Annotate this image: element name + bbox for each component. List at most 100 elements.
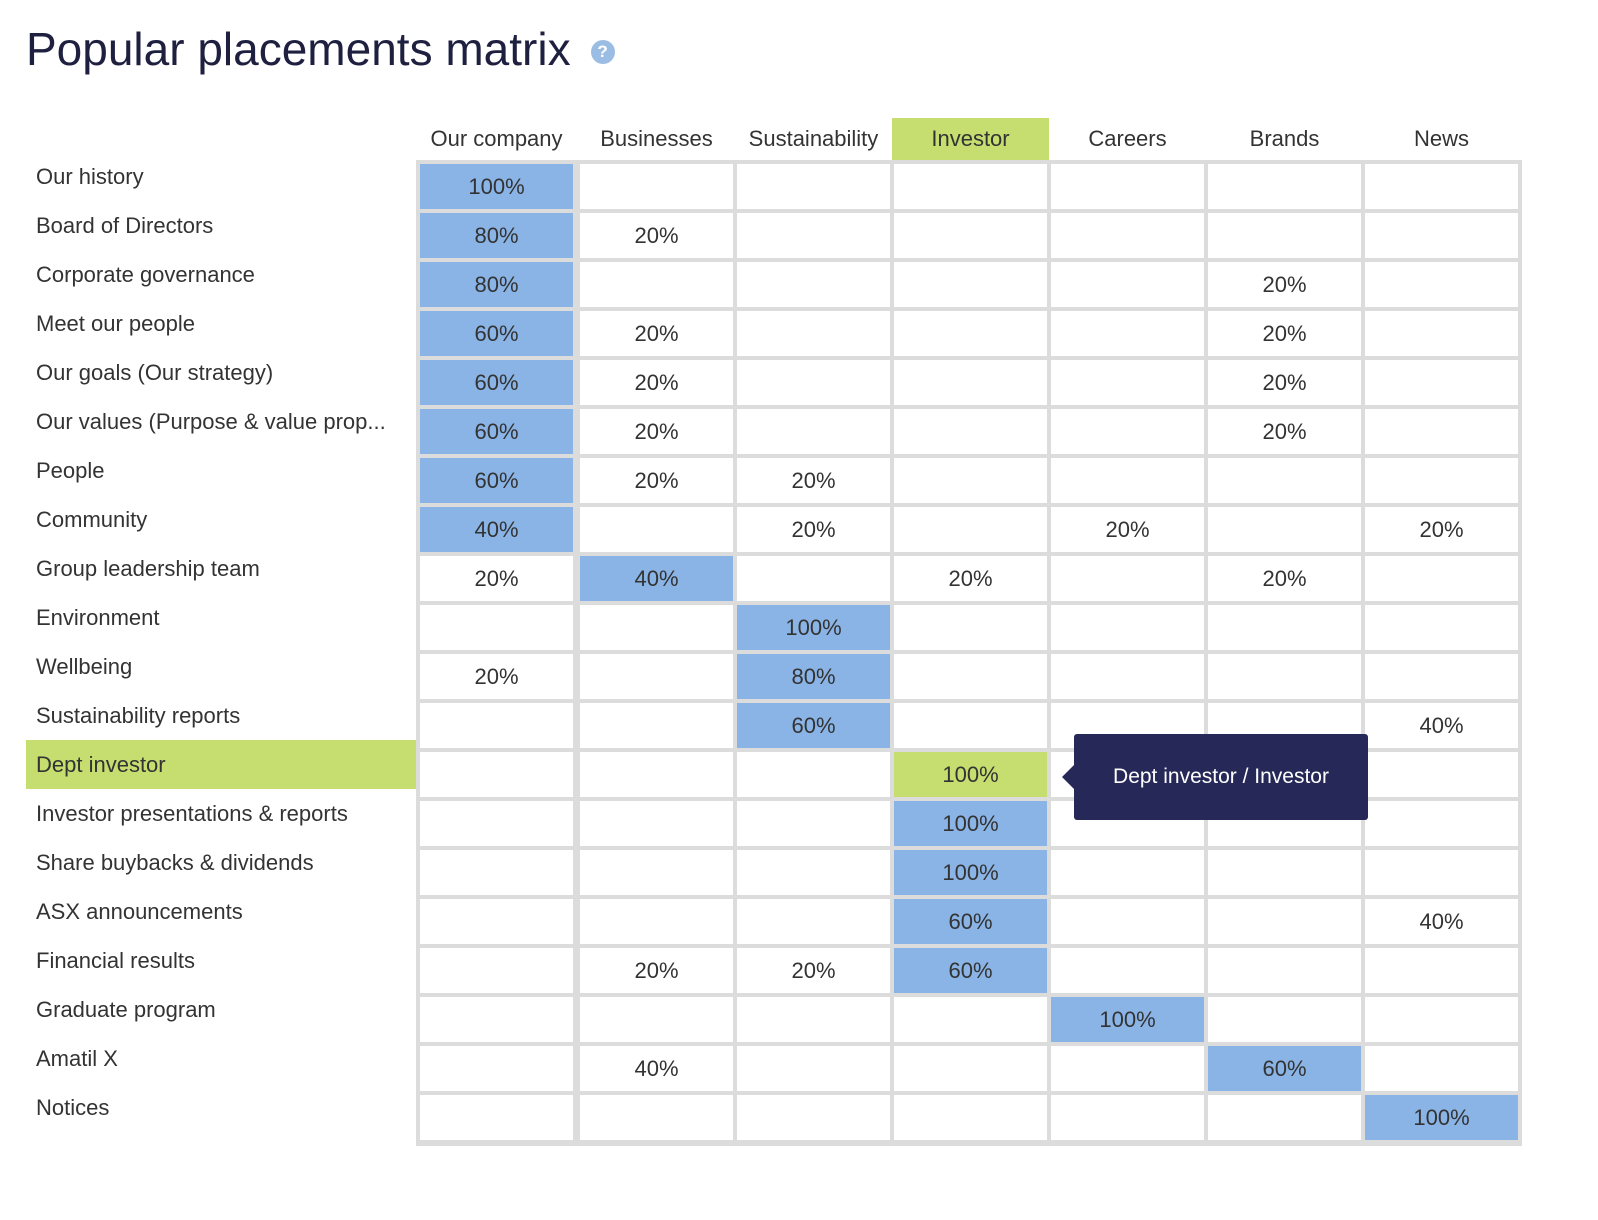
row-label[interactable]: Meet our people [36,310,195,336]
row-label[interactable]: Graduate program [36,996,216,1022]
matrix-cell[interactable]: 20% [580,409,733,454]
matrix-cell[interactable] [894,360,1047,405]
matrix-cell[interactable] [737,899,890,944]
column-header-sustainability[interactable]: Sustainability [748,126,879,151]
matrix-cell[interactable]: 20% [580,360,733,405]
matrix-cell[interactable] [580,507,733,552]
matrix-cell[interactable] [1051,556,1204,601]
matrix-cell[interactable] [894,507,1047,552]
matrix-cell[interactable]: 60% [737,703,890,748]
matrix-cell[interactable] [1208,899,1361,944]
matrix-cell[interactable]: 20% [737,948,890,993]
matrix-cell[interactable]: 20% [894,556,1047,601]
matrix-cell[interactable] [1051,948,1204,993]
matrix-cell[interactable]: 20% [580,948,733,993]
matrix-cell[interactable] [737,164,890,209]
matrix-cell[interactable] [1208,605,1361,650]
row-label[interactable]: Wellbeing [36,653,133,679]
column-header-careers[interactable]: Careers [1088,126,1167,151]
matrix-cell[interactable]: 20% [1208,262,1361,307]
matrix-cell[interactable] [1365,556,1518,601]
matrix-cell[interactable] [894,213,1047,258]
matrix-cell[interactable]: 80% [420,213,573,258]
row-label[interactable]: Dept investor [26,740,416,789]
matrix-cell[interactable] [1051,311,1204,356]
matrix-cell[interactable] [580,997,733,1042]
matrix-cell[interactable] [1051,654,1204,699]
matrix-cell[interactable] [894,262,1047,307]
row-label[interactable]: Board of Directors [36,212,214,238]
matrix-cell[interactable]: 20% [1208,409,1361,454]
matrix-cell[interactable] [420,605,573,650]
matrix-cell[interactable]: 40% [580,1046,733,1091]
matrix-cell[interactable] [1365,654,1518,699]
matrix-cell[interactable] [894,409,1047,454]
matrix-cell[interactable]: 60% [420,409,573,454]
matrix-cell[interactable] [1365,1046,1518,1091]
matrix-cell[interactable] [1365,850,1518,895]
row-label[interactable]: Our goals (Our strategy) [36,359,274,385]
matrix-cell[interactable] [1051,605,1204,650]
column-header-businesses[interactable]: Businesses [600,126,713,151]
matrix-cell[interactable]: 80% [737,654,890,699]
matrix-cell[interactable]: 20% [580,311,733,356]
matrix-cell[interactable] [1365,801,1518,846]
matrix-cell[interactable]: 20% [420,556,573,601]
matrix-cell[interactable] [1208,948,1361,993]
matrix-cell[interactable]: 100% [894,801,1047,846]
matrix-cell[interactable] [580,654,733,699]
matrix-cell[interactable] [1051,213,1204,258]
matrix-cell[interactable] [580,899,733,944]
matrix-cell[interactable] [580,262,733,307]
matrix-cell[interactable] [1365,458,1518,503]
matrix-cell[interactable]: 40% [1365,703,1518,748]
matrix-cell[interactable] [420,850,573,895]
matrix-cell[interactable]: 20% [580,213,733,258]
matrix-cell[interactable] [580,752,733,797]
matrix-cell[interactable]: 20% [420,654,573,699]
matrix-cell[interactable]: 60% [1208,1046,1361,1091]
matrix-cell[interactable] [737,752,890,797]
matrix-cell[interactable] [737,262,890,307]
matrix-cell[interactable]: 20% [1208,556,1361,601]
matrix-cell[interactable] [1051,262,1204,307]
matrix-cell[interactable] [1051,458,1204,503]
matrix-cell[interactable] [1365,311,1518,356]
matrix-cell[interactable] [894,1046,1047,1091]
matrix-cell[interactable] [1208,164,1361,209]
matrix-cell[interactable] [420,703,573,748]
matrix-cell[interactable] [894,164,1047,209]
matrix-cell[interactable] [420,948,573,993]
matrix-cell[interactable] [420,899,573,944]
matrix-cell[interactable]: 100% [1365,1095,1518,1140]
matrix-cell[interactable]: 20% [1051,507,1204,552]
matrix-cell[interactable] [894,311,1047,356]
matrix-cell[interactable]: 20% [1208,360,1361,405]
row-label[interactable]: Sustainability reports [36,702,241,728]
matrix-cell[interactable] [894,458,1047,503]
matrix-cell[interactable] [1051,1095,1204,1140]
matrix-cell[interactable] [894,703,1047,748]
row-label[interactable]: Our history [36,163,144,189]
matrix-cell[interactable] [894,1095,1047,1140]
matrix-cell[interactable]: 80% [420,262,573,307]
matrix-cell[interactable] [737,556,890,601]
matrix-cell[interactable] [737,311,890,356]
matrix-cell[interactable] [894,605,1047,650]
matrix-cell[interactable] [580,605,733,650]
matrix-cell[interactable]: 100% [1051,997,1204,1042]
column-header-our-company[interactable]: Our company [430,126,563,151]
matrix-cell[interactable]: 100% [737,605,890,650]
row-label[interactable]: Notices [36,1094,110,1120]
matrix-cell[interactable] [1365,997,1518,1042]
matrix-cell[interactable] [1365,213,1518,258]
matrix-cell[interactable] [737,997,890,1042]
question-circle-icon[interactable]: ? [590,40,615,64]
matrix-cell[interactable] [1208,654,1361,699]
matrix-cell[interactable] [420,1046,573,1091]
matrix-cell[interactable] [737,850,890,895]
matrix-cell[interactable]: 100% [894,850,1047,895]
matrix-cell[interactable] [1208,458,1361,503]
matrix-cell[interactable] [420,1095,573,1140]
matrix-cell[interactable] [1365,605,1518,650]
